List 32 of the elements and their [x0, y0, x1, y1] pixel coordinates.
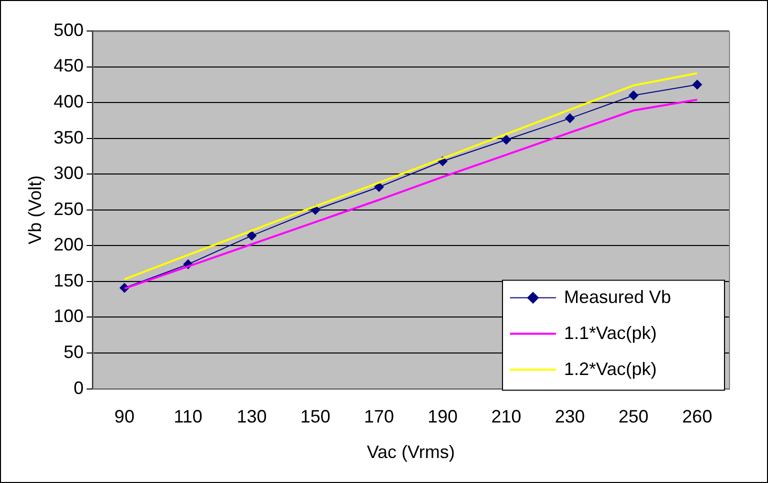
y-axis-title: Vb (Volt): [24, 175, 45, 244]
y-tick-label: 150: [54, 270, 84, 290]
legend-label: 1.1*Vac(pk): [564, 322, 657, 343]
y-tick-label: 100: [54, 306, 84, 326]
y-tick-label: 400: [54, 92, 84, 112]
point: [692, 80, 702, 90]
y-tick-label: 250: [54, 198, 84, 219]
legend-label: 1.2*Vac(pk): [564, 358, 657, 379]
y-tick-label: 500: [54, 20, 84, 40]
x-axis-title: Vac (Vrms): [366, 442, 455, 462]
x-tick-label: 150: [300, 406, 330, 427]
x-tick-label: 210: [491, 406, 522, 427]
y-tick-label: 50: [64, 342, 84, 362]
x-tick-label: 230: [554, 406, 585, 427]
x-tick-label: 250: [618, 406, 649, 427]
y-tick-label: 350: [54, 127, 84, 148]
x-tick-label: 260: [682, 406, 712, 427]
point: [564, 113, 575, 124]
x-tick-label: 170: [364, 406, 394, 427]
x-tick-label: 90: [114, 406, 134, 427]
point: [246, 230, 257, 241]
point: [628, 90, 639, 100]
x-tick-label: 130: [236, 406, 267, 427]
y-tick-label: 450: [54, 56, 84, 76]
y-tick-label: 0: [74, 378, 84, 398]
legend-label: Measured Vb: [564, 286, 672, 307]
point: [374, 182, 384, 192]
y-tick-label: 200: [54, 234, 84, 255]
point: [501, 134, 512, 145]
x-tick-label: 190: [428, 406, 458, 427]
y-tick-label: 300: [54, 163, 84, 184]
x-tick-label: 110: [174, 406, 202, 427]
